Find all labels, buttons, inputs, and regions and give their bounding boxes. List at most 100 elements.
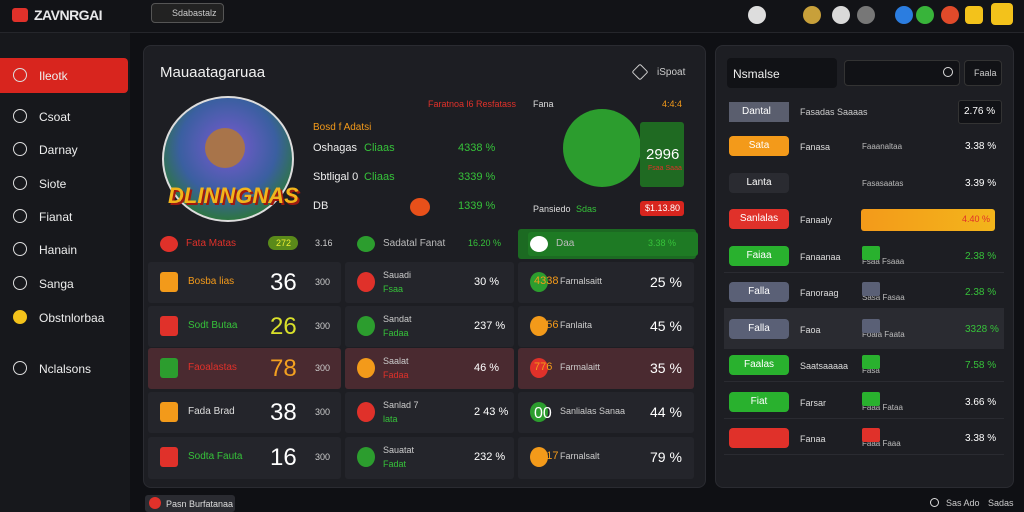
row-value: 79 % <box>650 449 682 465</box>
row-value: 30 % <box>474 276 500 288</box>
right-name: Fanasa <box>800 142 831 152</box>
logo-icon <box>12 8 28 22</box>
sidebar-item[interactable]: Csoat <box>39 110 71 124</box>
right-value: 3.39 % <box>965 177 997 189</box>
row-value: 2 43 % <box>474 406 509 418</box>
sidebar-item[interactable]: Ileotk <box>39 69 68 83</box>
right-header-name: Fasadas Saaaas <box>800 107 868 117</box>
right-name: Fanaa <box>800 434 826 444</box>
row-name: Sodt Butaa <box>188 320 238 331</box>
right-badge[interactable]: Faiaa <box>729 245 789 266</box>
footer-right1[interactable]: Sas Ado <box>946 498 980 508</box>
sidebar-icon <box>13 276 27 290</box>
right-badge[interactable]: Faalas <box>729 355 789 375</box>
row-name: Fada Brad <box>188 406 235 417</box>
right-sub: Faaanaltaa <box>862 142 903 151</box>
footer-right2[interactable]: Sadas <box>988 498 1014 508</box>
dropdown-label: Sdabastalz <box>172 8 217 18</box>
row-score: 78 <box>270 355 297 382</box>
dropdown[interactable] <box>151 3 224 23</box>
row-icon <box>160 316 178 336</box>
header-icon[interactable] <box>832 6 850 24</box>
row-name: Sauatat <box>383 445 415 455</box>
row-name: Sandat <box>383 314 412 324</box>
row-icon <box>357 447 375 467</box>
right-header-badge-text: Dantal <box>742 106 771 117</box>
avatar-face <box>205 128 245 168</box>
search-icon <box>943 67 953 77</box>
row-sub: lata <box>383 414 398 424</box>
right-value: 4.40 % <box>962 214 991 224</box>
right-badge[interactable]: Sanlalas <box>729 209 789 229</box>
header-icon[interactable] <box>803 6 821 24</box>
filter[interactable] <box>964 60 1002 86</box>
stat-value: 4338 % <box>458 142 496 154</box>
right-badge[interactable] <box>729 428 789 448</box>
sidebar-item[interactable]: Sanga <box>39 277 74 291</box>
grid-cell <box>148 262 341 303</box>
main-action[interactable]: iSpoat <box>657 67 686 78</box>
right-badge[interactable]: Lanta <box>729 172 789 193</box>
sidebar-item[interactable]: Nclalsons <box>39 362 92 376</box>
row-icon <box>160 358 178 378</box>
right-name: Faoa <box>800 324 821 335</box>
column-header-bar <box>528 232 698 256</box>
sidebar-item[interactable]: Hanain <box>39 243 78 257</box>
right-badge[interactable]: Fiat <box>729 391 789 412</box>
row-name: Bosba lias <box>188 276 235 287</box>
header-icon[interactable] <box>941 6 959 24</box>
row-sub: Fadaa <box>383 370 409 380</box>
header-icon[interactable] <box>916 6 934 24</box>
right-sub: Faaa Fataa <box>862 402 903 412</box>
header-pill <box>268 236 298 250</box>
featured-score: 2996 <box>646 146 680 163</box>
stat-name: Sbtligal 0 <box>313 171 359 183</box>
stat-name: DB <box>313 200 329 212</box>
row-icon <box>530 447 548 467</box>
row-name: Farnalsaitt <box>560 276 603 286</box>
search[interactable] <box>844 60 960 86</box>
sidebar-item[interactable]: Darnay <box>39 143 78 157</box>
row-name: Fanlaita <box>560 320 593 330</box>
header-icon[interactable] <box>895 6 913 24</box>
column-header-icon <box>160 236 178 252</box>
header-icon[interactable] <box>965 6 983 24</box>
row-value: 46 % <box>474 362 500 374</box>
right-badge[interactable]: Falla <box>729 282 789 302</box>
grid-cell <box>148 306 341 347</box>
row-value: 237 % <box>474 320 506 332</box>
stat-tag: Cliaas <box>364 171 395 183</box>
sidebar-item[interactable]: Fianat <box>39 210 73 224</box>
stat-tag: Cliaas <box>364 142 395 154</box>
row-icon <box>530 316 548 336</box>
right-header-badge <box>729 102 789 122</box>
header-icon[interactable] <box>857 6 875 24</box>
column-header-name: Fata Matas <box>186 238 237 249</box>
featured-card <box>640 122 684 187</box>
right-badge[interactable]: Falla <box>729 318 789 339</box>
sidebar-item[interactable]: Obstnlorbaa <box>39 311 105 325</box>
column-header-name: Daa <box>556 238 575 249</box>
row-icon <box>160 447 178 467</box>
sidebar-icon <box>13 68 27 82</box>
row-icon <box>357 358 375 378</box>
row-name: Saalat <box>383 356 409 366</box>
featured-price: $1.13.80 <box>645 203 681 213</box>
sidebar-icon <box>13 209 27 223</box>
row-score: 16 <box>270 444 297 471</box>
header-avatar[interactable] <box>991 3 1013 25</box>
right-badge[interactable]: Sata <box>729 136 789 156</box>
featured-badge: 4:4:4 <box>662 99 683 109</box>
row-sub: Fadaa <box>383 328 409 338</box>
sidebar-icon <box>13 109 27 123</box>
stat-value: 3339 % <box>458 171 496 183</box>
row-icon <box>530 272 548 292</box>
sidebar-item[interactable]: Siote <box>39 177 67 191</box>
row-value: 44 % <box>650 404 682 420</box>
row-name: Sauadi <box>383 270 412 280</box>
row-name: Farmalaitt <box>560 362 601 372</box>
right-filter[interactable]: Faala <box>974 68 997 78</box>
header-icon[interactable] <box>748 6 766 24</box>
right-name: Fanaaly <box>800 215 833 225</box>
